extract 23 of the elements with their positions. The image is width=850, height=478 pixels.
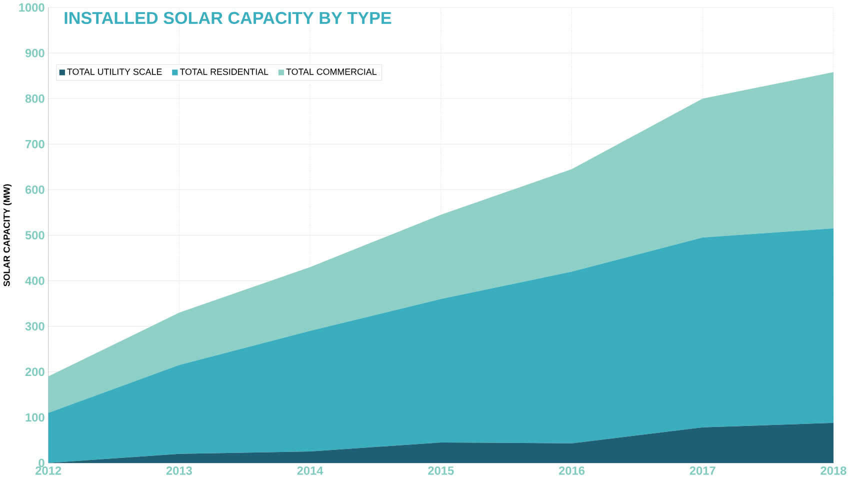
y-tick-label: 100 bbox=[26, 413, 44, 422]
y-tick-label: 0 bbox=[38, 458, 44, 468]
legend-label: TOTAL UTILITY SCALE bbox=[67, 68, 162, 75]
y-tick-label: 600 bbox=[25, 185, 44, 194]
y-tick-label: 700 bbox=[26, 140, 44, 148]
x-tick-label: 2012 bbox=[36, 466, 62, 475]
y-tick-label: 500 bbox=[25, 230, 44, 240]
y-tick-label: 1000 bbox=[19, 3, 44, 12]
y-axis-title: SOLAR CAPACITY (MW) bbox=[3, 184, 12, 286]
y-tick-label: 900 bbox=[25, 48, 44, 58]
x-tick-label: 2016 bbox=[558, 466, 585, 475]
x-tick-label: 2018 bbox=[820, 466, 846, 475]
y-tick-label: 300 bbox=[25, 322, 44, 330]
chart-title: INSTALLED SOLAR CAPACITY BY TYPE bbox=[64, 12, 392, 24]
y-tick-label: 400 bbox=[25, 276, 44, 285]
x-tick-label: 2017 bbox=[690, 466, 716, 475]
x-tick-label: 2014 bbox=[297, 466, 324, 475]
legend-label: TOTAL RESIDENTIAL bbox=[180, 68, 268, 75]
legend-label: TOTAL COMMERCIAL bbox=[286, 68, 377, 75]
y-tick-label: 200 bbox=[25, 368, 44, 376]
y-tick-label: 800 bbox=[25, 94, 44, 103]
x-tick-label: 2015 bbox=[428, 466, 454, 475]
x-tick-label: 2013 bbox=[166, 466, 192, 475]
